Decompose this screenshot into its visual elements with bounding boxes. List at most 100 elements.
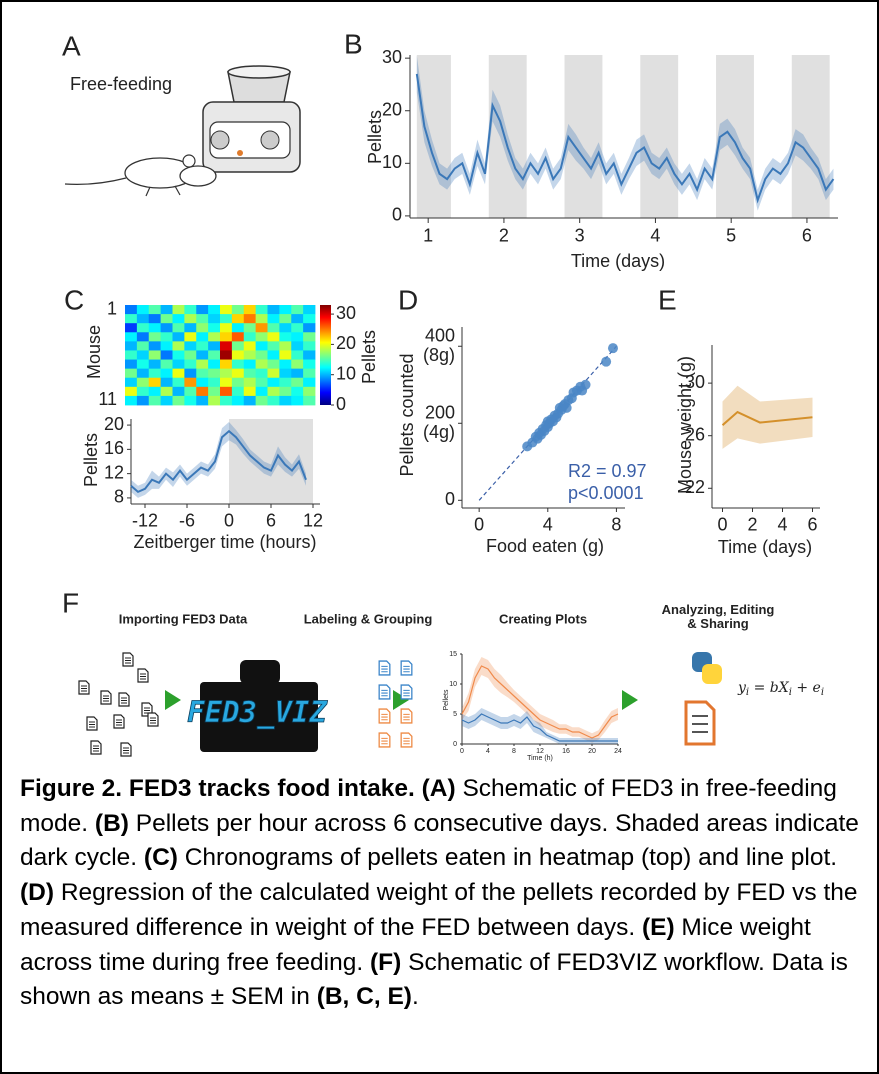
heatmap-cell	[172, 305, 185, 315]
heatmap-cell	[267, 341, 280, 351]
heatmap-cell	[243, 332, 257, 342]
heatmap-cell	[243, 368, 257, 379]
shaded-region	[716, 55, 754, 218]
step-title: Importing FED3 Data	[119, 611, 248, 626]
heatmap-cell	[196, 368, 209, 379]
heatmap-cell	[160, 341, 173, 351]
x-tick-label: 8	[611, 514, 621, 534]
error-band	[416, 55, 834, 211]
caption-run: Mice weight across time during free feed…	[20, 913, 811, 976]
heatmap-cell	[255, 314, 268, 324]
colorbar-tick-label: 10	[336, 363, 356, 383]
heatmap-cell	[148, 314, 162, 324]
heatmap-cell	[208, 323, 221, 333]
panel-label: Free-feeding	[70, 74, 172, 94]
heatmap-cell	[267, 350, 280, 360]
heatmap-cell	[160, 386, 173, 397]
x-tick-label: 8	[512, 748, 516, 755]
heatmap-cell	[184, 323, 197, 333]
x-tick-label: 1	[423, 225, 433, 245]
heatmap-cell	[279, 305, 292, 315]
y-tick-label: 8	[114, 487, 124, 507]
heatmap-cell	[196, 305, 209, 315]
heatmap-cell	[255, 386, 268, 397]
x-axis-label: Zeitberger time (hours)	[133, 532, 316, 552]
y-tick-label: 20	[104, 414, 124, 434]
step-title: Analyzing, Editing & Sharing	[662, 602, 775, 631]
heatmap-cell	[220, 305, 233, 315]
heatmap-cell	[172, 377, 185, 388]
heatmap-cell	[231, 377, 245, 388]
heatmap-cell	[279, 332, 292, 342]
heatmap-cell	[196, 359, 209, 370]
line	[415, 73, 835, 204]
heatmap-cell	[172, 395, 185, 406]
heatmap-cell	[208, 386, 221, 397]
heatmap-cell	[148, 368, 162, 379]
heatmap-cell	[125, 314, 138, 324]
line	[461, 665, 619, 739]
heatmap-cell	[303, 368, 316, 379]
heatmap-cell	[196, 377, 209, 388]
y-axis-label: Pellets counted	[397, 353, 417, 476]
point	[580, 379, 591, 390]
step-title: Labeling & Grouping	[304, 611, 433, 626]
heatmap-cell	[291, 332, 304, 342]
heatmap-cell	[196, 314, 209, 324]
heatmap-cell	[160, 350, 173, 360]
caption-run: (E)	[641, 913, 675, 941]
heatmap-cell	[255, 323, 268, 333]
heatmap-cell	[231, 359, 245, 370]
heatmap-cell	[220, 323, 233, 333]
y-axis-label: Mouse	[84, 325, 104, 379]
heatmap-cell	[231, 305, 245, 315]
annotation: p<0.0001	[568, 483, 644, 503]
x-tick-label: 12	[303, 510, 323, 530]
heatmap-cell	[160, 368, 173, 379]
error-band	[722, 385, 813, 449]
heatmap-cell	[220, 386, 233, 397]
heatmap-cell	[231, 386, 245, 397]
heatmap-cell	[125, 395, 138, 406]
heatmap-cell	[231, 341, 245, 351]
heatmap-cell	[303, 305, 316, 315]
heatmap-cell	[125, 332, 138, 342]
heatmap-cell	[136, 350, 150, 360]
heatmap-cell	[291, 323, 304, 333]
caption-run: (C)	[143, 844, 178, 872]
heatmap-cell	[243, 350, 257, 360]
heatmap-cell	[279, 350, 292, 360]
y-tick-label: 20	[382, 99, 402, 119]
y-axis-label: Pellets	[81, 433, 101, 487]
heatmap-cell	[279, 314, 292, 324]
line	[721, 410, 813, 426]
heatmap-cell	[208, 305, 221, 315]
caption-run: Chronograms of pellets eaten in heatmap …	[177, 844, 838, 872]
panel-letters: A B C D E F	[62, 28, 677, 618]
heatmap-cell	[291, 314, 304, 324]
x-axis-label: Time (days)	[571, 251, 665, 271]
heatmap-cell	[148, 359, 162, 370]
heatmap-cell	[255, 341, 268, 351]
heatmap-cell	[303, 332, 316, 342]
y-tick-label: 0	[453, 741, 457, 748]
heatmap-cell	[136, 368, 150, 379]
heatmap-cell	[303, 359, 316, 370]
heatmap-cell	[148, 386, 162, 397]
x-tick-label: 20	[588, 748, 596, 755]
heatmap-cell	[220, 368, 233, 379]
heatmap-cell	[243, 305, 257, 315]
colorbar-label: Pellets	[359, 330, 379, 384]
y-tick-label: 12	[104, 462, 124, 482]
x-tick-label: 6	[802, 225, 812, 245]
x-tick-label: 4	[543, 514, 553, 534]
heatmap-cell	[172, 359, 185, 370]
x-tick-label: -12	[132, 510, 158, 530]
heatmap-cell	[208, 332, 221, 342]
y-tick-label: 30	[685, 372, 705, 392]
heatmap-cell	[125, 386, 138, 397]
caption-run: Schematic of FED3VIZ workflow. Data is s…	[20, 948, 848, 1011]
heatmap-cell	[279, 323, 292, 333]
heatmap-cell	[243, 359, 257, 370]
heatmap-cell	[208, 395, 221, 406]
